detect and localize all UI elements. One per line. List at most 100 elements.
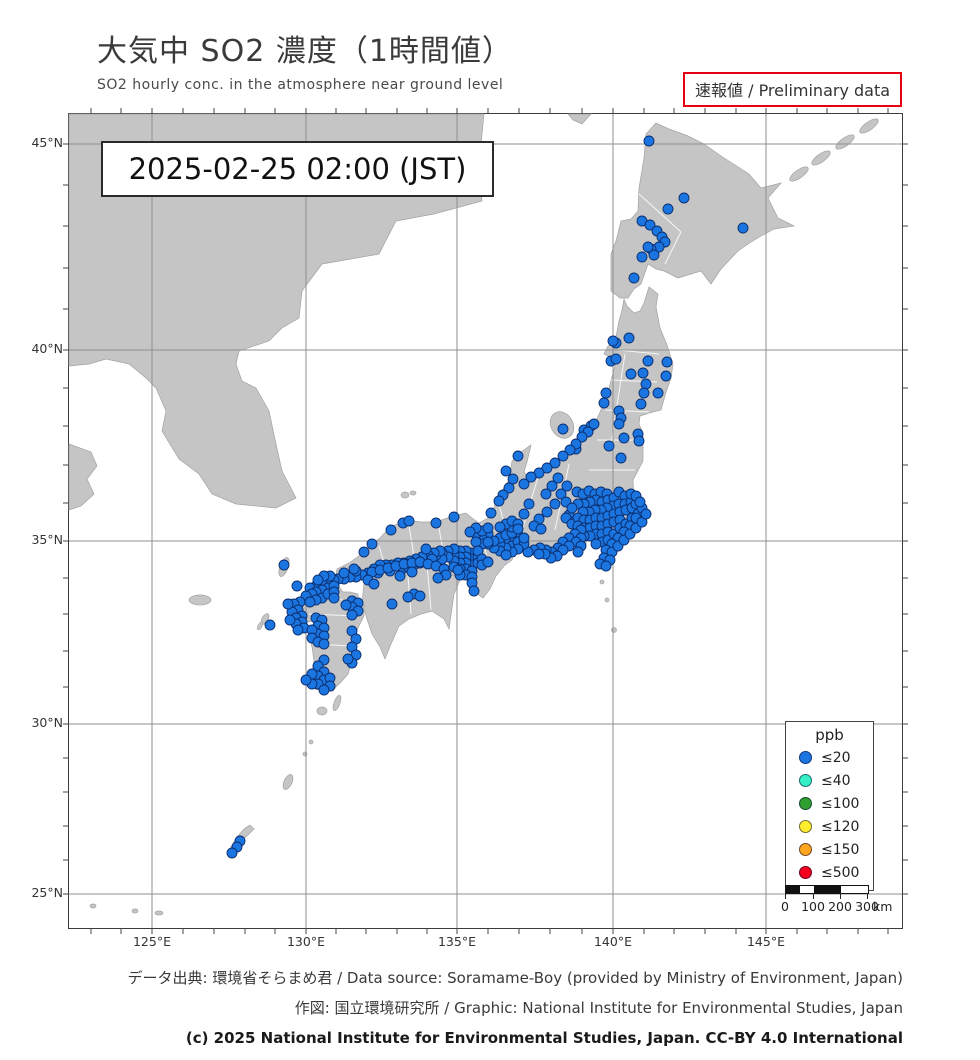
- station-dot: [482, 536, 494, 548]
- station-dot: [644, 219, 656, 231]
- station-dot: [503, 482, 515, 494]
- lon-label: 130°E: [286, 934, 325, 949]
- scale-label: 100: [801, 899, 825, 914]
- station-dot: [640, 378, 652, 390]
- station-dot: [494, 521, 506, 533]
- lon-label: 140°E: [593, 934, 632, 949]
- station-dot: [613, 418, 625, 430]
- station-dot: [403, 515, 415, 527]
- footer: データ出典: 環境省そらまめ君 / Data source: Soramame-…: [0, 963, 903, 1053]
- legend-color-dot: [799, 866, 812, 879]
- station-dot: [500, 549, 512, 561]
- station-dot: [518, 532, 530, 544]
- scale-bar: 0 100 200 300 km: [781, 885, 905, 915]
- station-dot: [430, 517, 442, 529]
- station-dot: [648, 249, 660, 261]
- station-dot: [603, 440, 615, 452]
- scale-unit: km: [873, 899, 893, 914]
- station-dot: [615, 452, 627, 464]
- station-dot: [493, 495, 505, 507]
- land-hokkaido: [610, 122, 796, 299]
- station-dot: [628, 272, 640, 284]
- station-dot: [346, 609, 358, 621]
- axis-ticks: [63, 108, 908, 934]
- station-dot: [618, 432, 630, 444]
- land-kuril: [811, 150, 831, 166]
- legend-label: ≤150: [821, 841, 860, 858]
- scale-tick: [840, 893, 841, 899]
- station-dot: [535, 523, 547, 535]
- station-dot: [638, 387, 650, 399]
- station-dot: [566, 502, 578, 514]
- station-dot: [636, 251, 648, 263]
- legend-color-dot: [799, 751, 812, 764]
- station-dot: [226, 847, 238, 859]
- station-dot: [642, 355, 654, 367]
- legend-rows: ≤20 ≤40 ≤100 ≤120 ≤150 ≤500: [786, 746, 873, 884]
- lon-label: 135°E: [437, 934, 476, 949]
- station-dot: [414, 590, 426, 602]
- station-dot: [328, 592, 340, 604]
- land-sakhalin: [567, 113, 592, 125]
- station-dot: [402, 591, 414, 603]
- station-dot: [557, 450, 569, 462]
- station-dot: [518, 508, 530, 520]
- legend-label: ≤500: [821, 864, 860, 881]
- footer-data-source: データ出典: 環境省そらまめ君 / Data source: Soramame-…: [127, 969, 903, 987]
- station-dot: [652, 387, 664, 399]
- land-izu-island: [604, 597, 610, 603]
- station-dot: [468, 585, 480, 597]
- station-dot: [500, 465, 512, 477]
- legend-color-dot: [799, 820, 812, 833]
- station-dot: [643, 135, 655, 147]
- station-dot: [549, 498, 561, 510]
- legend-row: ≤100: [786, 792, 873, 815]
- scale-label: 0: [781, 899, 789, 914]
- legend-box: ppb ≤20 ≤40 ≤100 ≤120 ≤150 ≤500: [785, 721, 874, 891]
- station-dot: [660, 370, 672, 382]
- legend-label: ≤20: [821, 749, 851, 766]
- station-dot: [394, 570, 406, 582]
- station-dot: [661, 356, 673, 368]
- station-dot: [406, 566, 418, 578]
- page-title: 大気中 SO2 濃度（1時間値）: [97, 34, 513, 69]
- station-dot: [637, 367, 649, 379]
- station-dot: [635, 398, 647, 410]
- legend-row: ≤20: [786, 746, 873, 769]
- land-kuril: [859, 118, 879, 134]
- land-izu-island: [599, 579, 605, 585]
- station-dot: [507, 473, 519, 485]
- station-dot: [482, 556, 494, 568]
- station-dot: [533, 548, 545, 560]
- landmasses: [68, 113, 879, 916]
- header: 大気中 SO2 濃度（1時間値） SO2 hourly conc. in the…: [97, 26, 513, 93]
- lat-label: 30°N: [31, 715, 63, 730]
- legend-row: ≤500: [786, 861, 873, 884]
- station-dot: [358, 546, 370, 558]
- station-dot: [512, 450, 524, 462]
- lat-label: 35°N: [31, 532, 63, 547]
- station-dot: [342, 653, 354, 665]
- station-dot: [540, 488, 552, 500]
- land-jeju: [188, 594, 212, 606]
- station-dot: [512, 523, 524, 535]
- land-yakushima: [316, 706, 328, 716]
- station-dot: [737, 222, 749, 234]
- station-dot: [642, 241, 654, 253]
- timestamp-text: 2025-02-25 02:00 (JST): [128, 152, 467, 186]
- station-dot: [278, 559, 290, 571]
- station-dot: [338, 567, 350, 579]
- station-dot: [561, 480, 573, 492]
- station-dot: [525, 471, 537, 483]
- station-dot: [312, 574, 324, 586]
- station-dot: [420, 543, 432, 555]
- land-amami: [282, 774, 294, 790]
- station-dot: [557, 423, 569, 435]
- scale-tick: [867, 893, 868, 899]
- station-dot: [572, 546, 584, 558]
- legend-label: ≤100: [821, 795, 860, 812]
- map-svg: [63, 108, 908, 934]
- station-dot: [518, 478, 530, 490]
- station-dot: [464, 526, 476, 538]
- legend-row: ≤40: [786, 769, 873, 792]
